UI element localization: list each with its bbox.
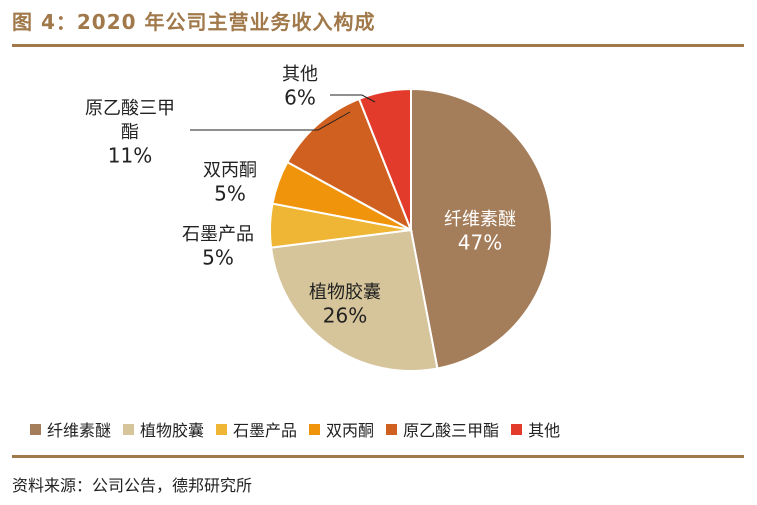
slice-name-label: 双丙酮 (203, 160, 257, 181)
slice-value-label: 5% (214, 182, 246, 206)
chart-legend: 纤维素醚 植物胶囊 石墨产品 双丙酮 原乙酸三甲酯 其他 (30, 417, 572, 441)
pie-slice-4 (286, 97, 413, 233)
legend-label: 植物胶囊 (140, 421, 205, 440)
slice-value-label: 47% (458, 231, 502, 255)
slice-value-label: 5% (202, 246, 234, 270)
pie-slice-5 (357, 87, 412, 231)
legend-swatch (123, 423, 135, 435)
slice-name-label: 原乙酸三甲 (85, 98, 175, 119)
legend-label: 石墨产品 (233, 421, 298, 440)
legend-label: 其他 (528, 421, 561, 440)
legend-item-0: 纤维素醚 (30, 417, 111, 441)
slice-value-label: 26% (323, 304, 367, 328)
slice-name-label: 植物胶囊 (309, 282, 381, 303)
pie-slice-0 (410, 87, 553, 370)
legend-label: 纤维素醚 (47, 421, 112, 440)
legend-item-3: 双丙酮 (309, 417, 374, 441)
legend-swatch (386, 423, 398, 435)
slice-label-5: 其他6% (282, 64, 318, 110)
bottom-divider (12, 455, 744, 458)
slice-name-label: 纤维素醚 (444, 209, 516, 230)
legend-label: 双丙酮 (326, 421, 375, 440)
legend-label: 原乙酸三甲酯 (403, 421, 500, 440)
legend-swatch (30, 423, 41, 435)
top-divider (12, 44, 744, 47)
pie-slice-1 (269, 228, 439, 372)
legend-item-2: 石墨产品 (216, 417, 297, 441)
slice-name-label: 石墨产品 (182, 224, 254, 245)
legend-swatch (216, 423, 228, 435)
slice-name-label: 其他 (282, 64, 318, 85)
legend-swatch (309, 423, 321, 435)
slice-name-label: 酯 (121, 122, 139, 143)
slice-value-label: 6% (284, 86, 316, 110)
leader-line-5 (330, 94, 376, 103)
chart-title: 图 4：2020 年公司主营业务收入构成 (12, 10, 376, 34)
source-note: 资料来源：公司公告，德邦研究所 (12, 476, 253, 495)
slice-value-label: 11% (108, 144, 152, 168)
legend-swatch (511, 423, 523, 435)
legend-item-5: 其他 (511, 417, 560, 441)
legend-item-1: 植物胶囊 (123, 417, 204, 441)
leader-line-4 (190, 111, 351, 131)
legend-item-4: 原乙酸三甲酯 (386, 417, 499, 441)
